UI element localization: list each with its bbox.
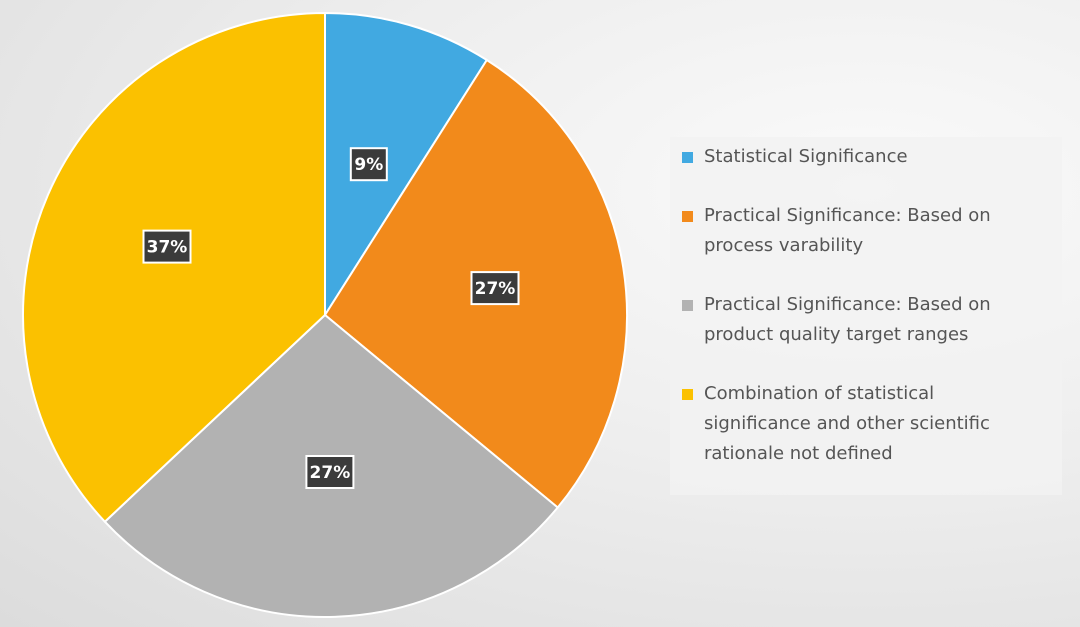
legend-item-statistical-significance: Statistical Significance — [682, 142, 1062, 172]
data-label-box — [349, 147, 388, 182]
data-label-practical-process: 27% — [470, 271, 520, 306]
data-label-box — [142, 229, 192, 264]
legend-swatch — [682, 211, 693, 222]
legend-label: Combination of statistical significance … — [704, 383, 990, 464]
legend-label: Statistical Significance — [704, 146, 908, 167]
data-label-box — [305, 455, 355, 489]
data-label-text: 9% — [354, 155, 383, 175]
legend-item-practical-process: Practical Significance: Based on process… — [682, 201, 1062, 261]
data-label-practical-product: 27% — [305, 455, 355, 489]
data-label-combination: 37% — [142, 229, 192, 264]
legend-item-combination: Combination of statistical significance … — [682, 379, 1062, 469]
data-label-statistical-significance: 9% — [349, 147, 388, 182]
legend-label: Practical Significance: Based on process… — [704, 205, 991, 256]
legend-label: Practical Significance: Based on product… — [704, 294, 991, 345]
data-label-text: 27% — [475, 279, 516, 299]
pie-data-labels: 9% 27% 27% 37% — [142, 147, 520, 489]
chart-legend: Statistical Significance Practical Signi… — [670, 137, 1062, 495]
data-label-text: 27% — [310, 463, 351, 483]
data-label-text: 37% — [147, 238, 188, 258]
legend-swatch — [682, 152, 693, 163]
pie-slice-combination — [22, 11, 326, 524]
legend-swatch — [682, 389, 693, 400]
data-label-box — [470, 271, 520, 306]
pie-slices — [22, 11, 628, 618]
pie-slice-statistical-significance — [324, 11, 489, 319]
legend-swatch — [682, 300, 693, 311]
legend-item-practical-product: Practical Significance: Based on product… — [682, 290, 1062, 350]
